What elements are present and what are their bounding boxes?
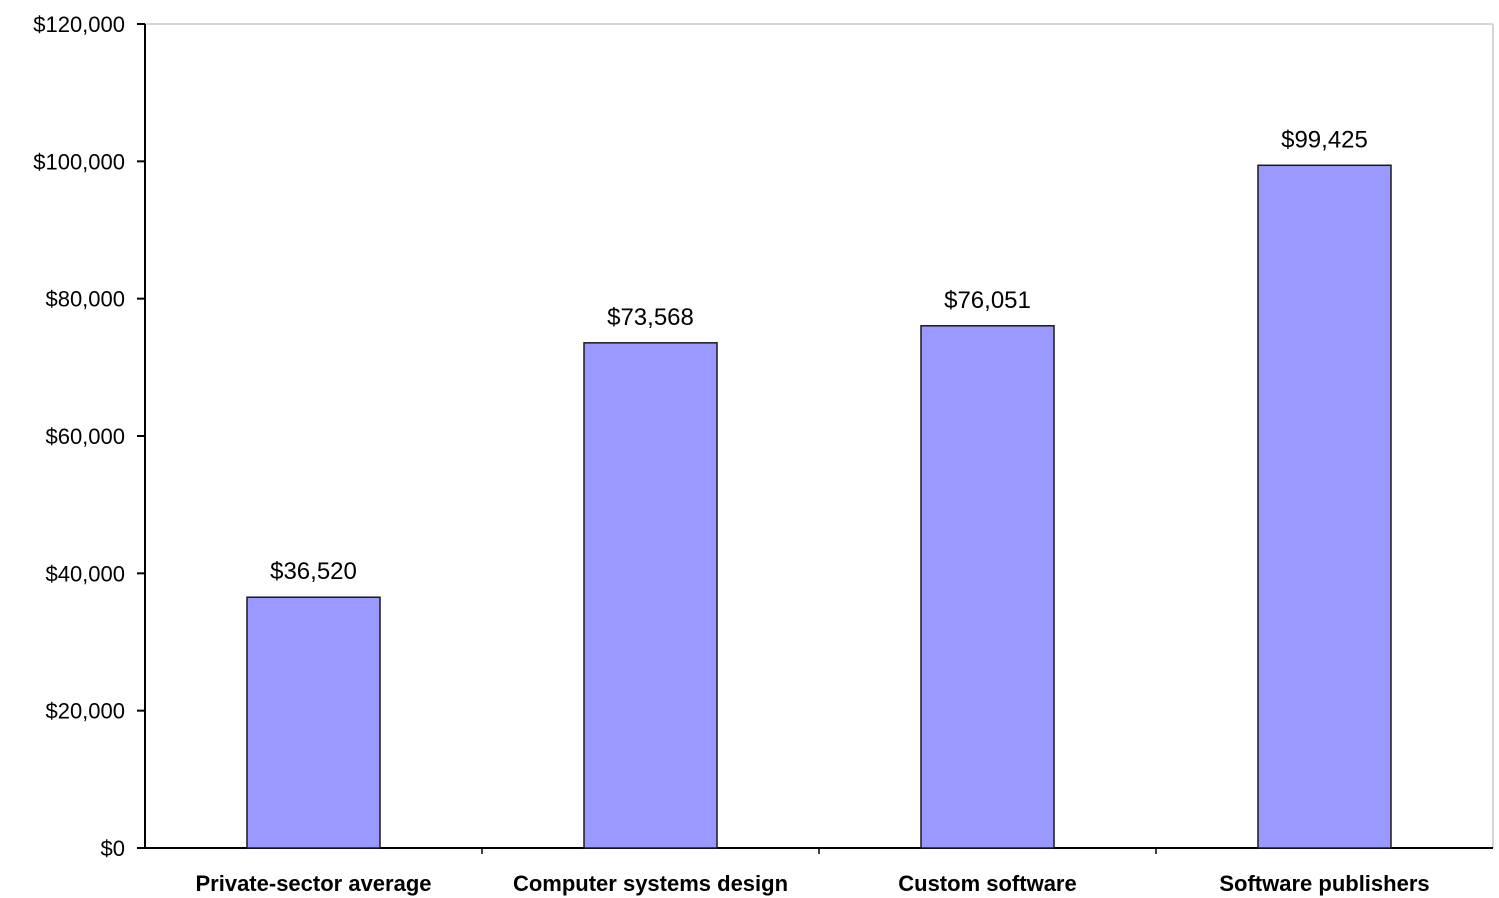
category-label: Custom software	[898, 871, 1076, 896]
y-tick-label: $20,000	[45, 699, 125, 724]
bar-computer-systems-design	[583, 342, 718, 849]
data-labels: $36,520 $73,568 $76,051 $99,425	[270, 126, 1368, 585]
category-label: Private-sector average	[195, 871, 431, 896]
data-label: $73,568	[607, 304, 694, 331]
category-labels: Private-sector average Computer systems d…	[195, 848, 1430, 896]
category-label: Software publishers	[1219, 871, 1429, 896]
y-tick-label: $80,000	[45, 287, 125, 312]
bar-custom-software	[920, 325, 1055, 849]
y-tick-label: $0	[101, 836, 125, 861]
bar-software-publishers	[1257, 164, 1392, 849]
y-tick-label: $100,000	[33, 149, 125, 174]
y-tick-label: $40,000	[45, 561, 125, 586]
data-label: $36,520	[270, 558, 357, 585]
y-axis-ticks: $0 $20,000 $40,000 $60,000 $80,000 $100,000 $1…	[33, 12, 145, 861]
data-label: $76,051	[944, 287, 1031, 314]
category-label: Computer systems design	[513, 871, 788, 896]
data-label: $99,425	[1281, 126, 1368, 153]
bars	[246, 164, 1392, 849]
y-tick-label: $60,000	[45, 424, 125, 449]
bar-private-sector-average	[246, 596, 381, 849]
y-tick-label: $120,000	[33, 12, 125, 37]
